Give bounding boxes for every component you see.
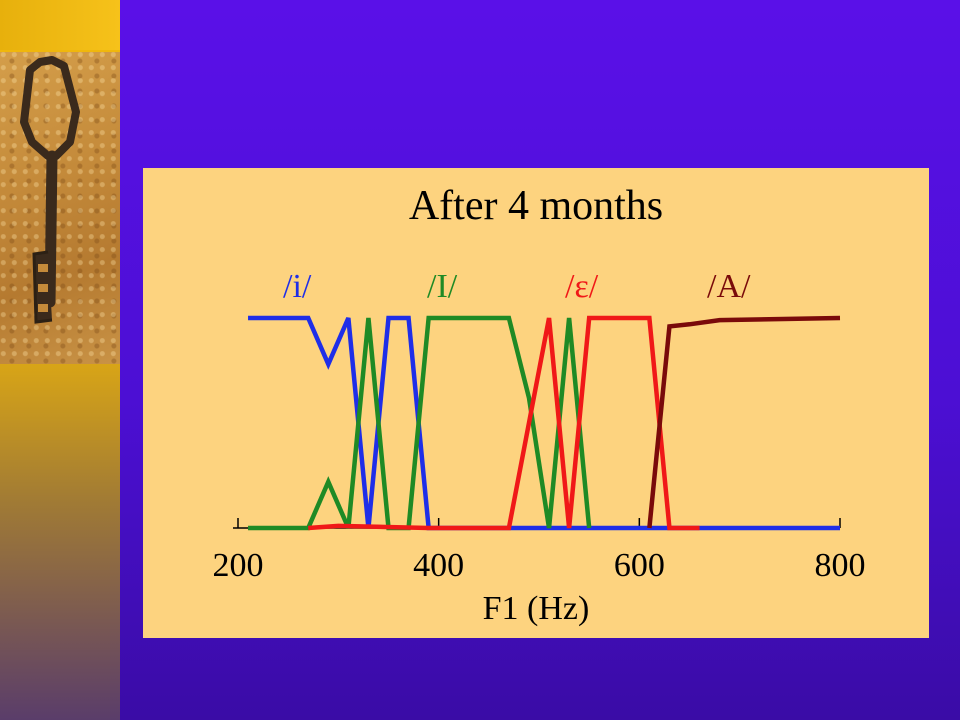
x-tick-label-400: 400 — [413, 547, 464, 584]
legend-label-I: /I/ — [427, 268, 458, 305]
x-tick-label-800: 800 — [815, 547, 866, 584]
legend-label-A: /A/ — [707, 268, 751, 305]
series-lines — [248, 315, 841, 531]
legend-label-epsilon: /ε/ — [565, 268, 599, 305]
legend-label-i: /i/ — [283, 268, 312, 305]
series-line-1 — [248, 315, 592, 531]
series-line-3 — [647, 315, 841, 529]
x-tick-label-200: 200 — [213, 547, 264, 584]
x-tick-label-600: 600 — [614, 547, 665, 584]
x-axis-label: F1 (Hz) — [482, 590, 590, 627]
key-photo — [0, 52, 120, 364]
x-tick-labels: 200 400 600 800 — [213, 547, 866, 584]
antique-key-icon — [20, 56, 80, 324]
chart-title: After 4 months — [408, 183, 664, 229]
chart-plot: 200 400 600 800 — [213, 315, 866, 584]
side-accent-strip — [0, 0, 120, 50]
chart-panel: After 4 months 200 400 600 800 F1 (Hz) /i/ … — [143, 168, 929, 638]
